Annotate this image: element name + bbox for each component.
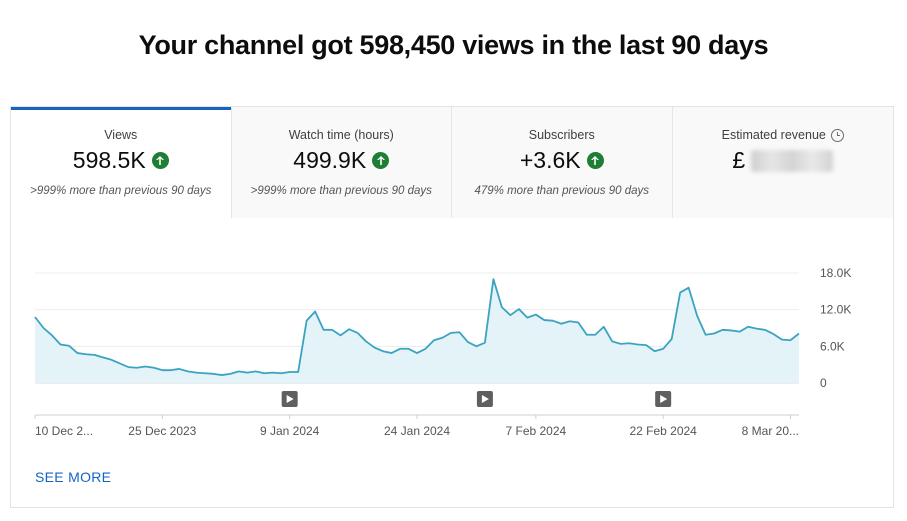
tab-views-comparison: >999% more than previous 90 days bbox=[30, 185, 212, 197]
x-tick-label: 10 Dec 2... bbox=[35, 424, 93, 438]
tab-watch-time-title: Watch time (hours) bbox=[288, 128, 394, 142]
video-marker bbox=[281, 391, 298, 407]
see-more-link[interactable]: SEE MORE bbox=[35, 469, 112, 485]
tab-revenue-value: £ bbox=[732, 147, 746, 173]
tab-revenue-title: Estimated revenue bbox=[721, 128, 826, 142]
x-tick-label: 8 Mar 20... bbox=[742, 424, 799, 438]
x-tick-label: 7 Feb 2024 bbox=[505, 424, 566, 438]
x-tick-label: 22 Feb 2024 bbox=[629, 424, 697, 438]
y-tick-label: 18.0K bbox=[820, 266, 851, 280]
tab-watch-time-value: 499.9K bbox=[293, 147, 367, 173]
metric-tabs: Views 598.5K >999% more than previous 90… bbox=[11, 107, 893, 218]
video-marker bbox=[476, 391, 493, 407]
tab-subscribers[interactable]: Subscribers +3.6K 479% more than previou… bbox=[452, 107, 673, 218]
analytics-card: Views 598.5K >999% more than previous 90… bbox=[10, 106, 894, 508]
arrow-up-icon bbox=[586, 152, 604, 169]
play-triangle bbox=[481, 395, 489, 403]
tab-subscribers-comparison: 479% more than previous 90 days bbox=[474, 185, 650, 197]
tab-views-value: 598.5K bbox=[72, 147, 146, 173]
blurred-revenue-amount bbox=[751, 149, 834, 172]
play-triangle bbox=[286, 395, 294, 403]
views-chart-svg: 0 6.0K 12.0K 18.0K 10 Dec 2... 25 Dec 2023 9 J… bbox=[34, 266, 851, 438]
tab-watch-time-comparison: >999% more than previous 90 days bbox=[250, 185, 432, 197]
y-tick-label: 12.0K bbox=[820, 303, 851, 317]
video-marker bbox=[655, 391, 672, 407]
x-tick-label: 24 Jan 2024 bbox=[384, 424, 450, 438]
series-area bbox=[35, 279, 799, 383]
y-tick-label: 0 bbox=[820, 376, 827, 390]
tab-subscribers-value: +3.6K bbox=[519, 147, 581, 173]
tab-views[interactable]: Views 598.5K >999% more than previous 90… bbox=[11, 107, 232, 218]
tab-watch-time[interactable]: Watch time (hours) 499.9K >999% more tha… bbox=[231, 107, 452, 218]
tab-views-title: Views bbox=[104, 128, 138, 142]
x-tick-label: 9 Jan 2024 bbox=[260, 424, 320, 438]
tab-estimated-revenue[interactable]: Estimated revenue £ bbox=[672, 107, 893, 218]
arrow-up-icon bbox=[372, 152, 390, 169]
page-headline: Your channel got 598,450 views in the la… bbox=[138, 30, 769, 60]
tab-subscribers-title: Subscribers bbox=[528, 128, 595, 142]
play-triangle bbox=[660, 395, 668, 403]
arrow-up-icon bbox=[151, 152, 169, 169]
views-chart: 0 6.0K 12.0K 18.0K 10 Dec 2... 25 Dec 2023 9 J… bbox=[11, 218, 893, 458]
clock-icon[interactable] bbox=[830, 128, 844, 142]
x-tick-label: 25 Dec 2023 bbox=[128, 424, 196, 438]
y-tick-label: 6.0K bbox=[820, 339, 845, 353]
